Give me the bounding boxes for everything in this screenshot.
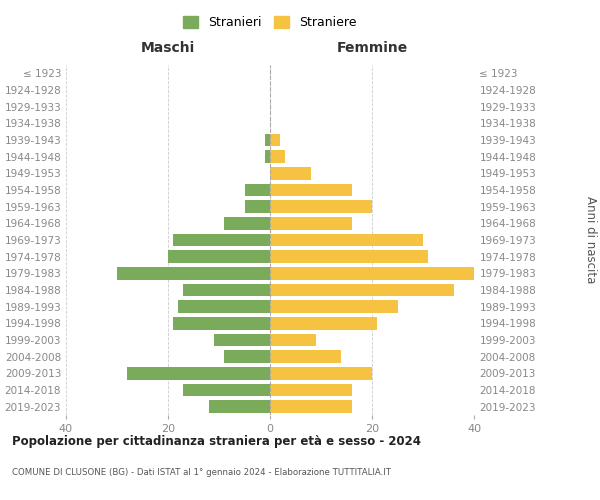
Bar [270,300,398,313]
Bar [224,350,270,363]
Bar [173,317,270,330]
Bar [245,184,270,196]
Bar [270,134,280,146]
Bar [127,367,270,380]
Bar [184,384,270,396]
Bar [270,200,372,213]
Text: Maschi: Maschi [141,41,195,55]
Text: Popolazione per cittadinanza straniera per età e sesso - 2024: Popolazione per cittadinanza straniera p… [12,435,421,448]
Bar [270,367,372,380]
Bar [265,150,270,163]
Bar [270,267,474,280]
Bar [245,200,270,213]
Bar [270,150,286,163]
Bar [270,284,454,296]
Bar [270,350,341,363]
Bar [209,400,270,413]
Bar [270,384,352,396]
Text: COMUNE DI CLUSONE (BG) - Dati ISTAT al 1° gennaio 2024 - Elaborazione TUTTITALIA: COMUNE DI CLUSONE (BG) - Dati ISTAT al 1… [12,468,391,477]
Bar [270,234,423,246]
Bar [270,334,316,346]
Bar [270,317,377,330]
Bar [270,167,311,179]
Bar [224,217,270,230]
Bar [184,284,270,296]
Bar [117,267,270,280]
Bar [178,300,270,313]
Bar [214,334,270,346]
Legend: Stranieri, Straniere: Stranieri, Straniere [178,11,362,34]
Bar [270,184,352,196]
Bar [173,234,270,246]
Bar [270,250,428,263]
Bar [270,217,352,230]
Bar [270,400,352,413]
Text: Anni di nascita: Anni di nascita [584,196,597,284]
Bar [168,250,270,263]
Text: Femmine: Femmine [337,41,407,55]
Bar [265,134,270,146]
